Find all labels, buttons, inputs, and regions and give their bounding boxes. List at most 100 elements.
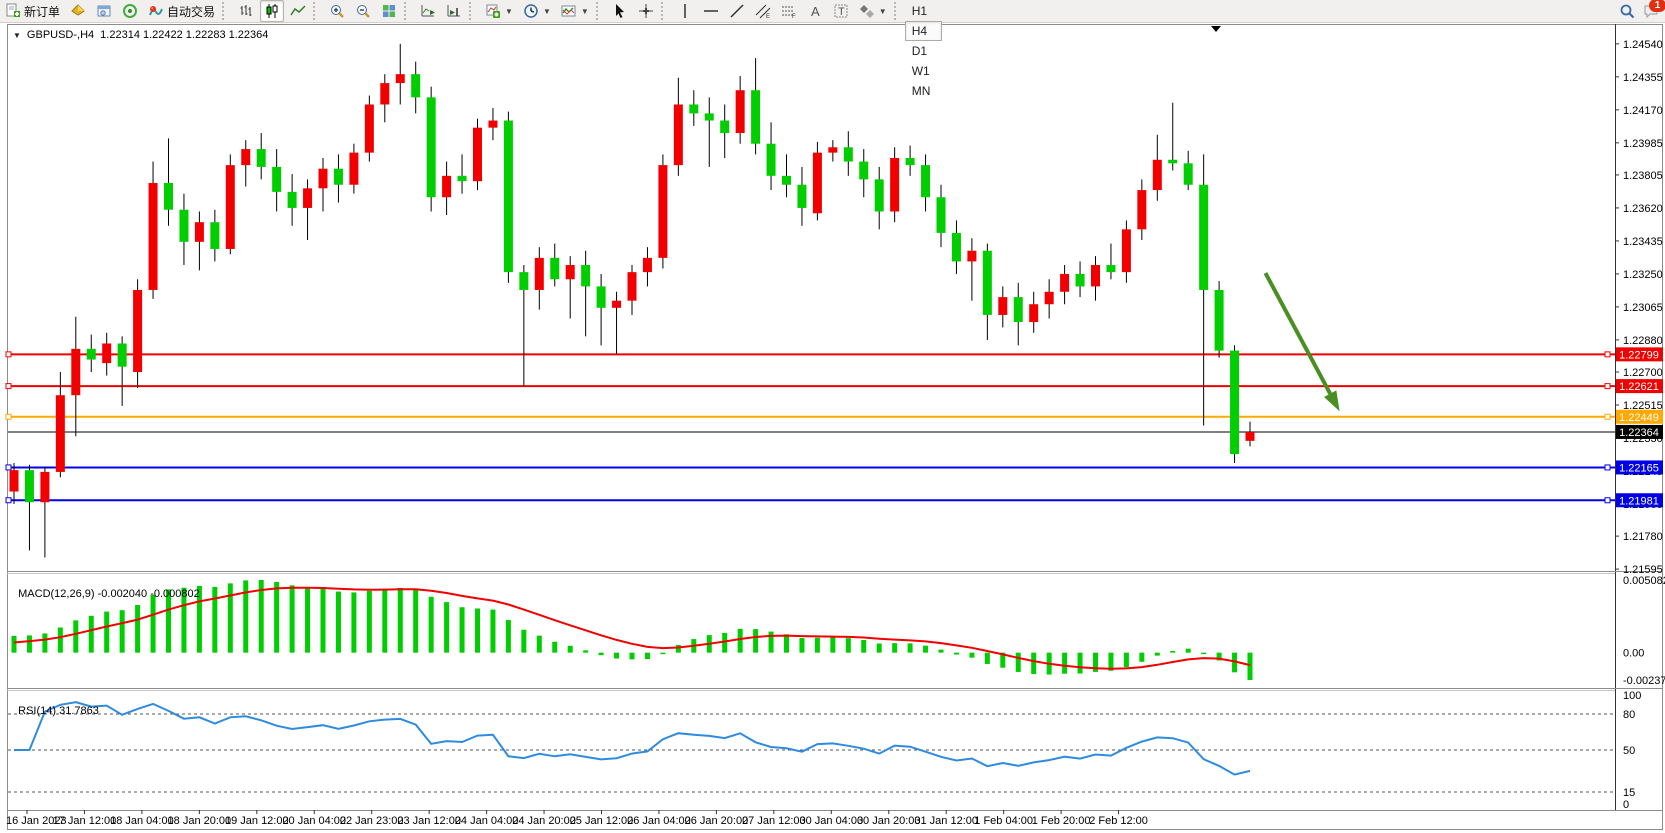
bar-chart-button[interactable] [234, 0, 258, 22]
chevron-down-icon: ▼ [505, 6, 513, 16]
svg-text:2 Feb 12:00: 2 Feb 12:00 [1089, 815, 1148, 827]
svg-text:A: A [811, 4, 820, 19]
svg-text:1.22700: 1.22700 [1623, 367, 1663, 379]
svg-text:1.24170: 1.24170 [1623, 105, 1663, 117]
svg-text:100: 100 [1623, 690, 1641, 702]
svg-text:30 Jan 04:00: 30 Jan 04:00 [799, 815, 863, 827]
trendline-tool-button[interactable] [725, 0, 749, 22]
indicators-button[interactable]: ▼ [557, 0, 593, 22]
text-tool-button[interactable]: A [803, 0, 827, 22]
svg-text:30 Jan 20:00: 30 Jan 20:00 [857, 815, 921, 827]
market-watch-button[interactable] [92, 0, 116, 22]
auto-scroll-icon [421, 5, 436, 17]
symbol-title: GBPUSD-,H4 [26, 29, 95, 41]
price-badge-1.22364: 1.22364 [1616, 424, 1663, 439]
rsi-line [14, 701, 1251, 776]
toolbar-grip [893, 2, 903, 20]
svg-text:22 Jan 23:00: 22 Jan 23:00 [340, 815, 404, 827]
svg-text:0: 0 [1623, 799, 1629, 811]
data-window-button[interactable] [118, 0, 142, 22]
trend-arrow-annotation[interactable] [1263, 272, 1340, 412]
timeframe-button-D1[interactable]: D1 [911, 44, 928, 58]
clock-icon [524, 4, 538, 18]
horizontal-line-1.22621[interactable] [5, 383, 1615, 390]
search-icon[interactable] [1619, 3, 1635, 19]
horizontal-line-tool-button[interactable] [699, 0, 723, 22]
timeframe-button-W1[interactable]: W1 [911, 64, 930, 78]
auto-trading-button[interactable]: 自动交易 [144, 0, 219, 22]
chart-frame [7, 24, 1663, 830]
svg-text:1.21780: 1.21780 [1623, 531, 1663, 543]
new-chart-button[interactable]: ▼ [481, 0, 517, 22]
svg-text:1.23435: 1.23435 [1623, 236, 1663, 248]
rsi-pane: 100 80 50 150 [8, 690, 1641, 811]
svg-text:31 Jan 12:00: 31 Jan 12:00 [914, 815, 978, 827]
toolbar-grip [404, 2, 413, 20]
svg-text:18 Jan 20:00: 18 Jan 20:00 [168, 815, 232, 827]
price-badge-1.22449: 1.22449 [1616, 409, 1663, 424]
svg-text:1.23250: 1.23250 [1623, 269, 1663, 281]
text-tool-icon: A [811, 4, 820, 19]
timeframe-button-H4[interactable]: H4 [904, 21, 943, 41]
candlestick-chart-icon [266, 4, 278, 18]
horizontal-line-1.22165[interactable] [5, 464, 1615, 471]
svg-text:1.22799: 1.22799 [1619, 349, 1659, 361]
svg-text:24 Jan 04:00: 24 Jan 04:00 [455, 815, 519, 827]
candlestick-chart-button[interactable] [260, 0, 285, 22]
svg-text:18 Jan 04:00: 18 Jan 04:00 [110, 815, 174, 827]
crosshair-icon [638, 4, 653, 18]
svg-text:26 Jan 20:00: 26 Jan 20:00 [685, 815, 749, 827]
zoom-out-button[interactable] [351, 0, 375, 22]
svg-text:1.22880: 1.22880 [1623, 335, 1663, 347]
macd-pane: 0.005082 0.00 -0.002379 [11, 575, 1665, 687]
horizontal-line-1.22449[interactable] [5, 413, 1615, 420]
indicators-icon [561, 5, 576, 17]
metaeditor-button[interactable] [66, 0, 90, 22]
fibonacci-tool-button[interactable]: F [777, 0, 801, 22]
new-order-button[interactable]: 新订单 [1, 0, 64, 22]
svg-text:1.22449: 1.22449 [1619, 412, 1659, 424]
svg-text:0.00: 0.00 [1623, 648, 1644, 660]
horizontal-line-1.21981[interactable] [5, 497, 1615, 504]
cursor-button[interactable] [608, 0, 632, 22]
svg-text:1.22364: 1.22364 [1619, 427, 1659, 439]
auto-trading-label: 自动交易 [167, 4, 216, 19]
svg-text:27 Jan 12:00: 27 Jan 12:00 [742, 815, 806, 827]
notifications-button[interactable]: 1 [1643, 0, 1665, 19]
svg-text:1.24540: 1.24540 [1623, 39, 1663, 51]
auto-scroll-marker[interactable] [1211, 26, 1221, 32]
svg-text:1.22515: 1.22515 [1623, 400, 1663, 412]
svg-text:24 Jan 20:00: 24 Jan 20:00 [512, 815, 576, 827]
chart-title-bar: ▼ GBPUSD-,H4 1.22314 1.22422 1.22283 1.2… [13, 29, 268, 41]
chart-shift-button[interactable] [442, 0, 466, 22]
notification-count-badge: 1 [1649, 0, 1665, 12]
vertical-line-tool-button[interactable] [673, 0, 697, 22]
new-order-icon [6, 3, 20, 17]
svg-text:26 Jan 04:00: 26 Jan 04:00 [627, 815, 691, 827]
toolbar-grip [660, 2, 670, 20]
auto-scroll-button[interactable] [416, 0, 440, 22]
toolbar-grip [313, 2, 322, 20]
label-tool-button[interactable]: T [829, 0, 853, 22]
period-button[interactable]: ▼ [519, 0, 555, 22]
chevron-down-icon: ▼ [542, 6, 551, 16]
zoom-in-button[interactable] [325, 0, 349, 22]
new-order-label: 新订单 [24, 4, 61, 19]
timeframe-button-MN[interactable]: MN [911, 84, 931, 98]
tile-windows-icon [383, 5, 396, 17]
svg-text:1.22165: 1.22165 [1619, 462, 1659, 474]
channel-tool-button[interactable]: E [751, 0, 775, 22]
timeframe-button-H1[interactable]: H1 [911, 4, 928, 18]
equidistant-channel-icon: E [755, 4, 771, 19]
price-axis: 1.24540 1.24355 1.24170 1.23985 1.23805 1.236… [1615, 39, 1663, 576]
arrows-tool-icon [859, 5, 874, 18]
arrows-tool-button[interactable]: ▼ [855, 0, 891, 22]
bar-chart-icon [240, 5, 252, 16]
line-chart-button[interactable] [286, 0, 310, 22]
horizontal-line-1.22799[interactable] [5, 351, 1615, 358]
crosshair-button[interactable] [634, 0, 658, 22]
tile-windows-button[interactable] [377, 0, 401, 22]
